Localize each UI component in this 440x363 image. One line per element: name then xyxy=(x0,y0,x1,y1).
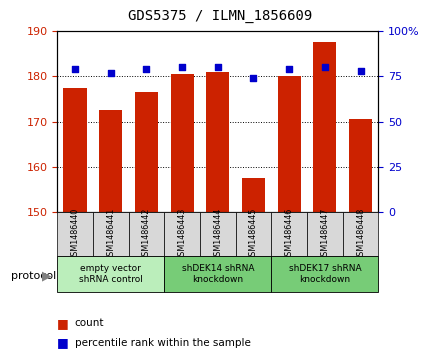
Text: GSM1486445: GSM1486445 xyxy=(249,207,258,261)
Bar xyxy=(349,119,372,212)
Text: protocol: protocol xyxy=(11,271,56,281)
Text: ■: ■ xyxy=(57,317,69,330)
Text: shDEK14 shRNA
knockdown: shDEK14 shRNA knockdown xyxy=(182,264,254,284)
Text: GSM1486448: GSM1486448 xyxy=(356,208,365,261)
Bar xyxy=(271,256,378,292)
Point xyxy=(143,66,150,72)
Bar xyxy=(99,110,122,212)
Text: empty vector
shRNA control: empty vector shRNA control xyxy=(79,264,143,284)
Text: ■: ■ xyxy=(57,337,69,350)
Bar xyxy=(307,212,343,256)
Text: GSM1486441: GSM1486441 xyxy=(106,208,115,261)
Text: GSM1486440: GSM1486440 xyxy=(70,208,80,261)
Bar xyxy=(236,212,271,256)
Bar xyxy=(63,87,87,212)
Point xyxy=(214,64,221,70)
Text: count: count xyxy=(75,318,104,328)
Point xyxy=(286,66,293,72)
Text: GSM1486443: GSM1486443 xyxy=(178,208,187,261)
Text: GSM1486447: GSM1486447 xyxy=(320,207,330,261)
Text: GSM1486446: GSM1486446 xyxy=(285,208,293,261)
Bar xyxy=(343,212,378,256)
Text: percentile rank within the sample: percentile rank within the sample xyxy=(75,338,251,348)
Point xyxy=(357,68,364,74)
Point xyxy=(321,64,328,70)
Bar xyxy=(135,92,158,212)
Bar xyxy=(278,76,301,212)
Bar xyxy=(57,212,93,256)
Point xyxy=(72,66,79,72)
Text: shDEK17 shRNA
knockdown: shDEK17 shRNA knockdown xyxy=(289,264,361,284)
Bar xyxy=(164,212,200,256)
Text: GSM1486442: GSM1486442 xyxy=(142,207,151,261)
Text: ▶: ▶ xyxy=(42,269,51,282)
Bar xyxy=(93,212,128,256)
Bar xyxy=(164,256,271,292)
Bar xyxy=(242,178,265,212)
Text: GDS5375 / ILMN_1856609: GDS5375 / ILMN_1856609 xyxy=(128,9,312,23)
Point xyxy=(250,75,257,81)
Bar xyxy=(200,212,236,256)
Bar xyxy=(171,74,194,212)
Text: GSM1486444: GSM1486444 xyxy=(213,208,222,261)
Bar xyxy=(57,256,164,292)
Bar xyxy=(128,212,164,256)
Point xyxy=(107,70,114,76)
Bar xyxy=(206,72,229,212)
Point xyxy=(179,64,186,70)
Bar xyxy=(271,212,307,256)
Bar xyxy=(313,42,337,212)
